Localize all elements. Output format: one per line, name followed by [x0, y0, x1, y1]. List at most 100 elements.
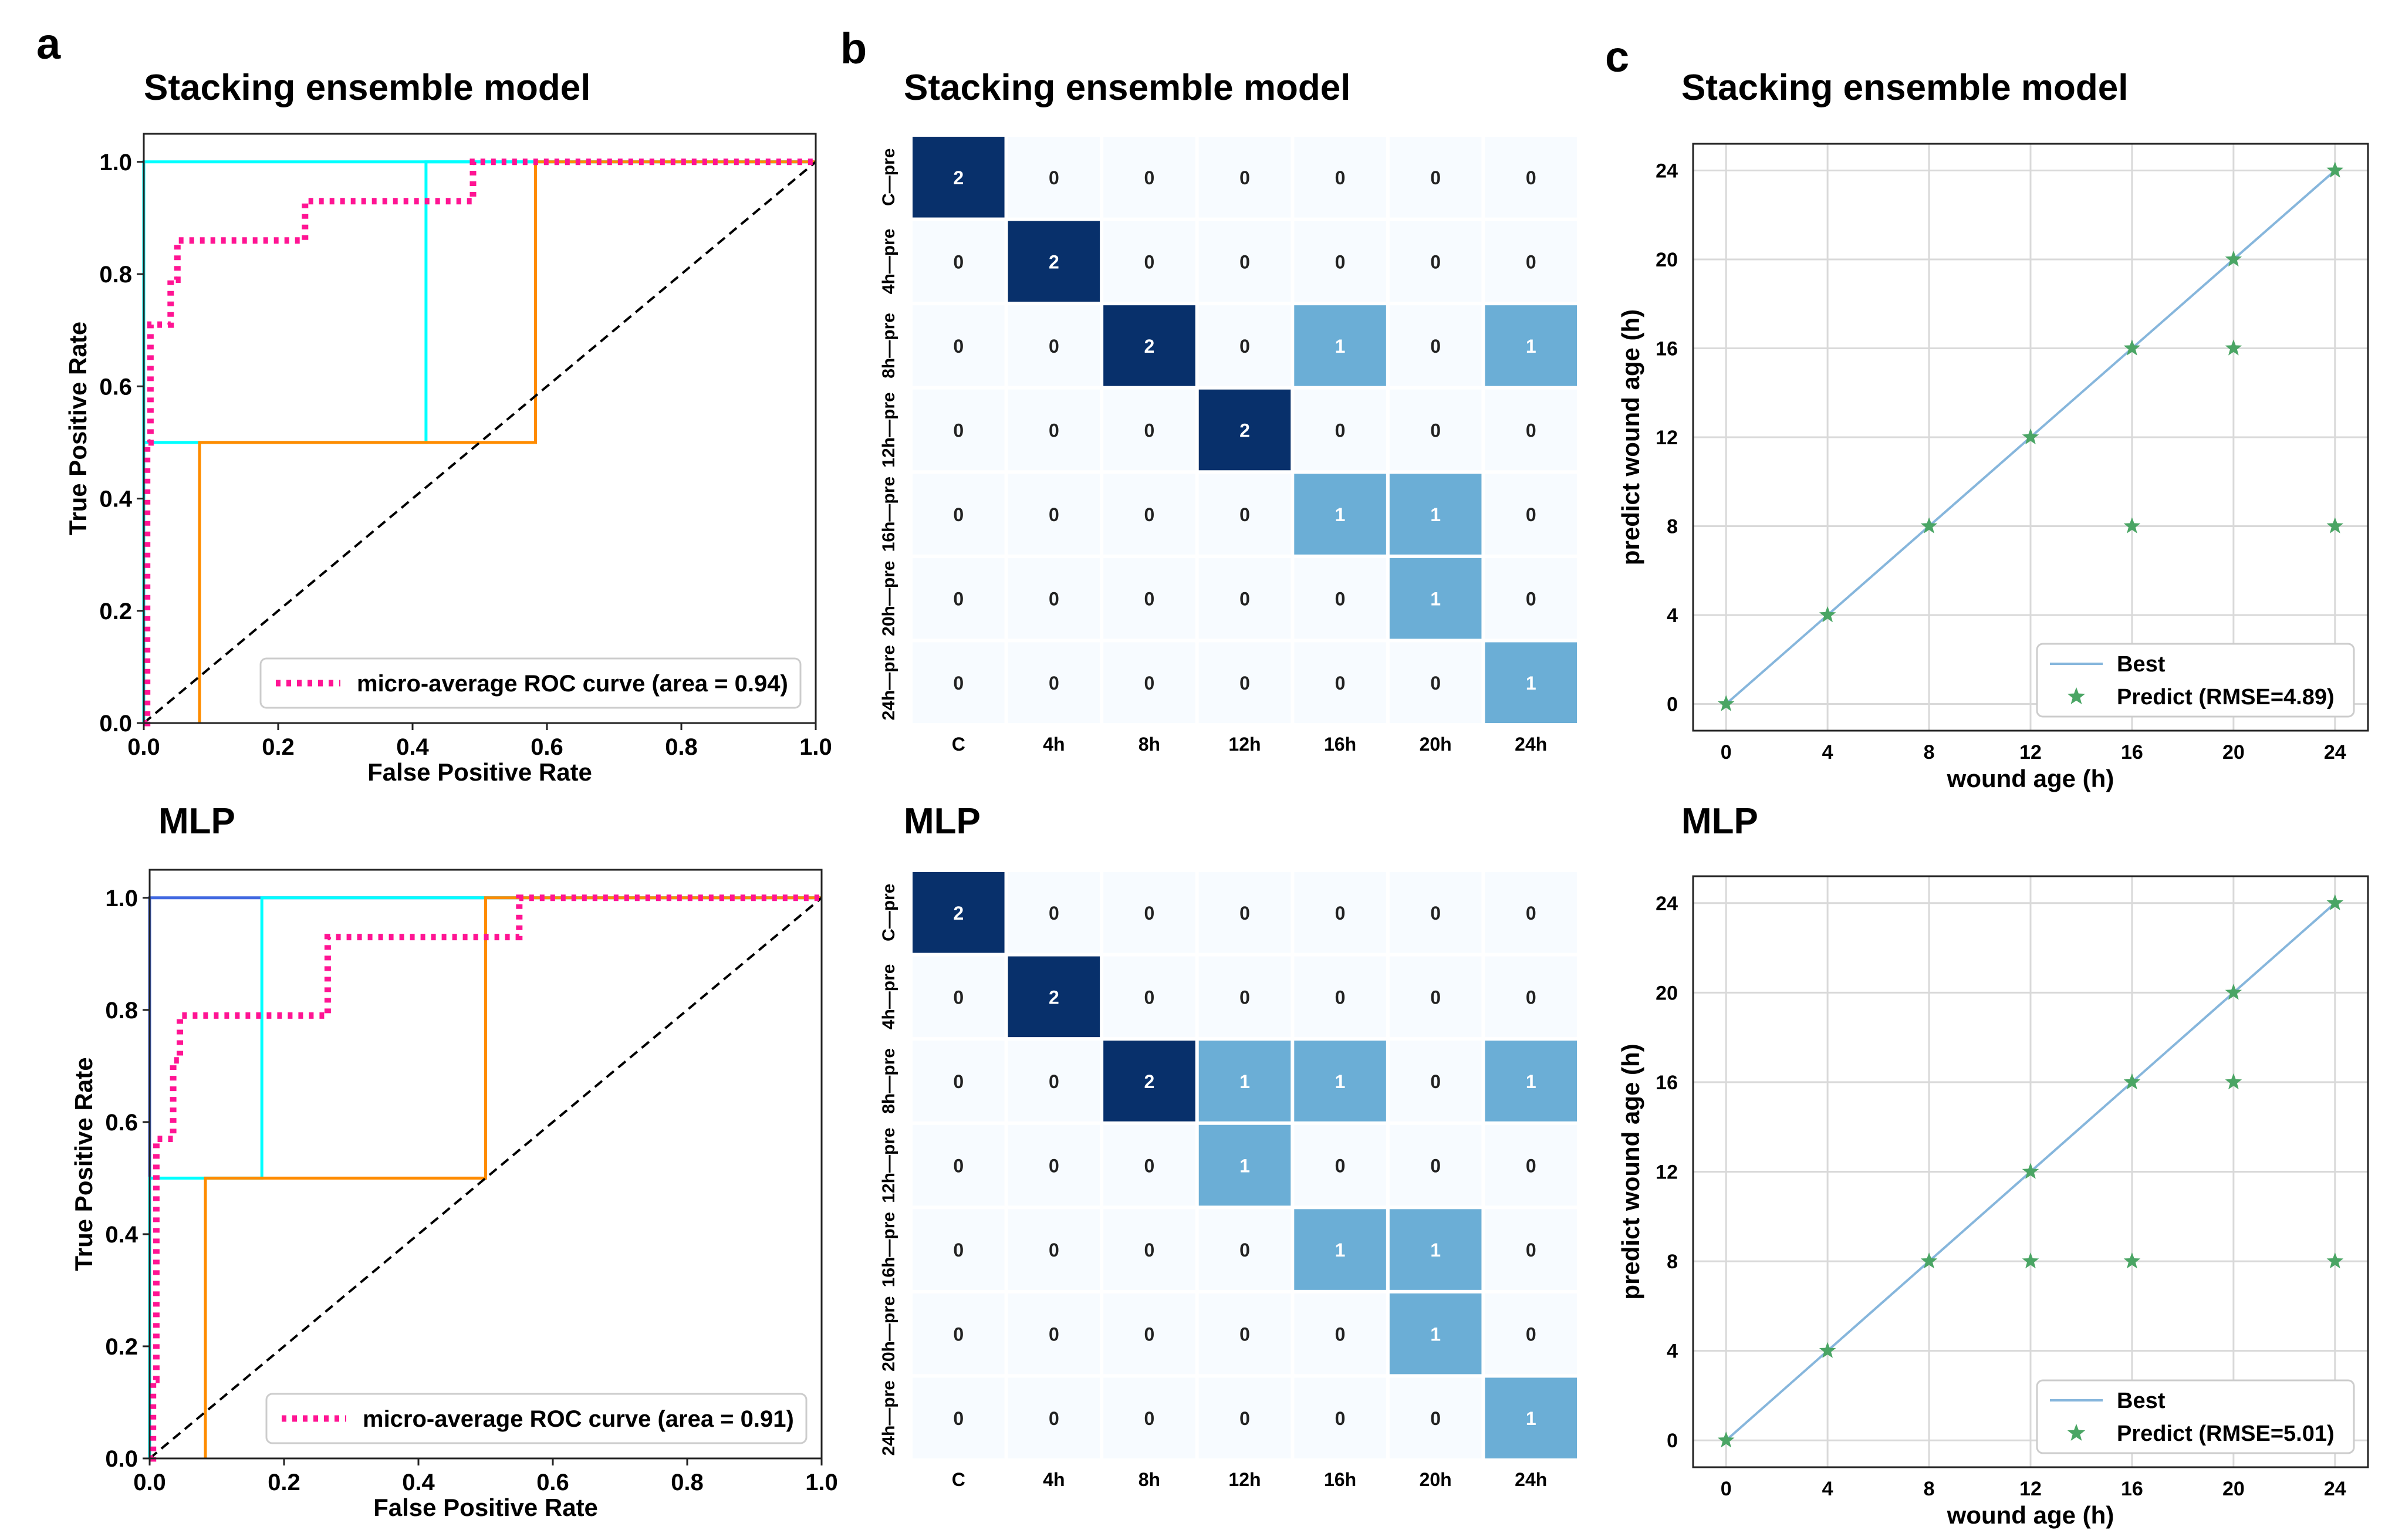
- cm-cell-value: 2: [1144, 336, 1155, 357]
- cm-cell-value: 0: [1526, 1240, 1536, 1261]
- cm-cell: [1389, 305, 1482, 386]
- cm-cell: [1198, 1041, 1291, 1122]
- predict-point-star: [2123, 1252, 2141, 1269]
- cm-cell: [1103, 956, 1195, 1038]
- y-tick-label: 0.2: [105, 1334, 138, 1360]
- chart-title: MLP: [1681, 801, 1758, 842]
- cm-cell: [913, 558, 1005, 639]
- cm-cell: [1103, 1293, 1195, 1374]
- cm-cell: [913, 956, 1005, 1038]
- cm-cell-value: 2: [953, 167, 964, 188]
- y-tick-label: 0.0: [105, 1446, 138, 1472]
- legend-swatch-predict: [2067, 687, 2086, 704]
- cm-cell-value: 0: [1144, 589, 1155, 610]
- cm-cell: [1389, 1041, 1482, 1122]
- cm-row-label: C—pre: [879, 884, 898, 941]
- x-tick-label: 12: [2019, 1478, 2042, 1500]
- y-tick-label: 12: [1656, 427, 1678, 449]
- cm-cell-value: 2: [953, 903, 964, 924]
- cm-cell-value: 0: [1239, 336, 1250, 357]
- cm-row-label: 24h—pre: [879, 1380, 898, 1455]
- cm-cell: [1198, 221, 1291, 302]
- cm-cell-value: 0: [1239, 1240, 1250, 1261]
- cm-cell-value: 0: [1144, 504, 1155, 525]
- cm-cell: [1103, 558, 1195, 639]
- cm-cell-value: 0: [953, 1156, 964, 1177]
- predict-point-star: [2022, 1163, 2039, 1179]
- y-tick-label: 4: [1667, 604, 1678, 627]
- cm-cell: [1389, 221, 1482, 302]
- cm-cell-value: 2: [1049, 251, 1059, 272]
- roc-chart-roc_stacking: Stacking ensemble model 0.0 0.2 0.4 0.6 0.8 1.…: [64, 67, 832, 786]
- cm-cell-value: 0: [1430, 673, 1441, 694]
- legend-box: [2036, 1379, 2355, 1454]
- legend-label-best: Best: [2117, 1389, 2166, 1413]
- cm-row-label: 24h—pre: [879, 645, 898, 720]
- x-tick-label: 0.8: [665, 734, 698, 760]
- cm-cell: [1103, 1041, 1195, 1122]
- cm-cell-value: 0: [953, 504, 964, 525]
- cm-cell-value: 0: [1335, 1324, 1346, 1345]
- chart-title: Stacking ensemble model: [144, 67, 590, 108]
- cm-cell-value: 0: [1239, 504, 1250, 525]
- predict-point-star: [2022, 428, 2039, 445]
- predict-point-star: [2225, 339, 2242, 356]
- cm-cell-value: 0: [1239, 673, 1250, 694]
- cm-cell: [1485, 137, 1577, 218]
- cm-cell-value: 1: [1430, 504, 1441, 525]
- cm-cell-value: 0: [1144, 251, 1155, 272]
- cm-cell-value: 0: [1335, 251, 1346, 272]
- cm-cell: [1485, 474, 1577, 555]
- roc-line-class-orange: [198, 160, 816, 723]
- x-tick-label: 8: [1924, 741, 1935, 764]
- cm-cell-value: 0: [1239, 1324, 1250, 1345]
- predict-point-star: [1819, 606, 1836, 623]
- cm-cell: [1008, 642, 1100, 723]
- cm-row-label: 16h—pre: [879, 477, 898, 552]
- legend: Best Predict (RMSE=4.89): [2036, 643, 2355, 718]
- cm-cell-value: 0: [1430, 251, 1441, 272]
- cm-cell: [1198, 642, 1291, 723]
- cm-cell-value: 1: [1430, 1240, 1441, 1261]
- cm-cell: [1294, 221, 1386, 302]
- cm-cell: [913, 221, 1005, 302]
- cm-row-label: 20h—pre: [879, 1296, 898, 1371]
- plot-frame: [148, 869, 823, 1460]
- confusion-matrix-cm_mlp: MLP 2 0 0 0 0 0 0 0 2 0 0 0 0 0 0 0 2 1 1 0 1 0 0 0 1 0 0 0 0 0 0 0 1 1 0 0 0…: [879, 801, 1577, 1490]
- cm-cell-value: 0: [953, 1071, 964, 1092]
- legend-box: [265, 1393, 808, 1444]
- x-tick-label: 12: [2019, 741, 2042, 764]
- cm-cell-value: 1: [1335, 336, 1346, 357]
- cm-cell: [1103, 221, 1195, 302]
- roc-chart-roc_mlp: MLP 0.0 0.2 0.4 0.6 0.8 1.0 0.0 0.2 0.4 0.6 0.8 1.0 F…: [70, 801, 838, 1521]
- legend-box: [2036, 643, 2355, 718]
- cm-cell-value: 0: [1335, 1156, 1346, 1177]
- cm-cell-value: 1: [1335, 1071, 1346, 1092]
- cm-cell: [1485, 558, 1577, 639]
- cm-cell-value: 0: [1144, 1408, 1155, 1429]
- legend-label-predict: Predict (RMSE=4.89): [2117, 685, 2335, 710]
- cm-cell: [1103, 1209, 1195, 1290]
- chart-title: MLP: [158, 801, 235, 842]
- x-tick-label: 24: [2324, 1478, 2346, 1500]
- cm-cell-value: 0: [1049, 1071, 1059, 1092]
- roc-line-diagonal: [148, 897, 823, 1460]
- x-tick-label: 0.8: [671, 1470, 704, 1495]
- cm-column-label: 16h: [1324, 734, 1356, 755]
- cm-cell-value: 0: [1430, 1408, 1441, 1429]
- cm-cell: [1198, 474, 1291, 555]
- cm-cell: [1294, 137, 1386, 218]
- y-tick-label: 0.4: [105, 1222, 138, 1248]
- cm-cell: [1485, 1293, 1577, 1374]
- cm-cell-value: 0: [1144, 1240, 1155, 1261]
- cm-cell-value: 0: [1049, 167, 1059, 188]
- cm-cell: [1294, 872, 1386, 953]
- cm-cell-value: 2: [1049, 987, 1059, 1008]
- cm-cell-value: 1: [1526, 336, 1536, 357]
- x-tick-label: 0.6: [531, 734, 563, 760]
- cm-cell: [1485, 1124, 1577, 1206]
- cm-cell: [1294, 956, 1386, 1038]
- cm-cell-value: 0: [1526, 987, 1536, 1008]
- cm-cell-value: 0: [1430, 987, 1441, 1008]
- cm-cell-value: 0: [1335, 673, 1346, 694]
